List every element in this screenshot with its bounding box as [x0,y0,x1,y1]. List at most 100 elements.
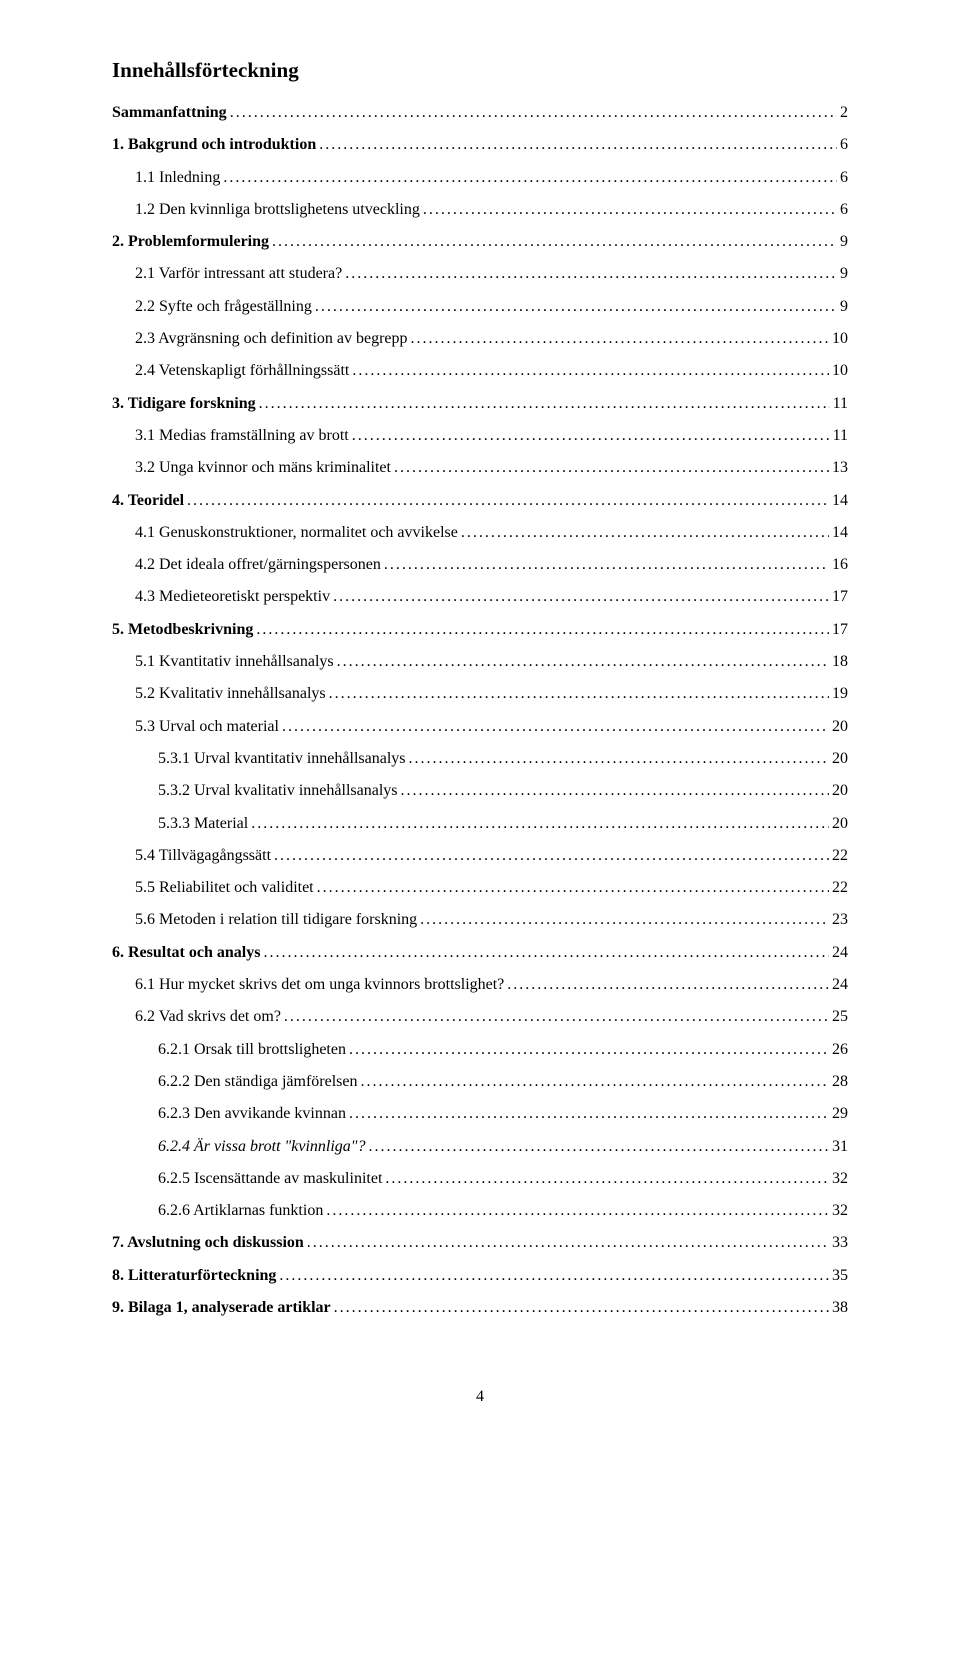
toc-row: 4.1 Genuskonstruktioner, normalitet och … [112,525,848,541]
toc-entry-page: 6 [840,170,848,186]
toc-entry-page: 14 [832,525,848,541]
toc-entry-page: 17 [832,589,848,605]
toc-leader-dots [352,363,829,379]
toc-row: 3.1 Medias framställning av brott 11 [112,428,848,444]
toc-entry-label: 4.2 Det ideala offret/gärningspersonen [135,557,381,573]
toc-row: 8. Litteraturförteckning 35 [112,1268,848,1284]
toc-entry-label: 2. Problemformulering [112,234,269,250]
toc-entry-page: 22 [832,880,848,896]
toc-entry-label: 4.1 Genuskonstruktioner, normalitet och … [135,525,458,541]
toc-row: 2.4 Vetenskapligt förhållningssätt 10 [112,363,848,379]
toc-entry-label: 5.6 Metoden i relation till tidigare for… [135,912,417,928]
toc-row: 5.3 Urval och material 20 [112,719,848,735]
toc-row: 2. Problemformulering 9 [112,234,848,250]
toc-entry-page: 20 [832,719,848,735]
toc-leader-dots [319,137,837,153]
toc-entry-page: 20 [832,816,848,832]
toc-row: 5.5 Reliabilitet och validitet 22 [112,880,848,896]
toc-entry-label: 5.3.2 Urval kvalitativ innehållsanalys [158,783,398,799]
toc-leader-dots [259,396,830,412]
toc-entry-page: 28 [832,1074,848,1090]
toc-entry-page: 16 [832,557,848,573]
toc-entry-page: 10 [832,363,848,379]
toc-entry-page: 20 [832,751,848,767]
toc-entry-label: 3.1 Medias framställning av brott [135,428,349,444]
toc-leader-dots [369,1139,830,1155]
toc-entry-label: 8. Litteraturförteckning [112,1268,276,1284]
toc-entry-label: 5.3.1 Urval kvantitativ innehållsanalys [158,751,406,767]
toc-leader-dots [282,719,829,735]
toc-row: 6.2.4 Är vissa brott "kvinnliga"? 31 [112,1139,848,1155]
toc-entry-label: 1. Bakgrund och introduktion [112,137,316,153]
toc-entry-page: 19 [832,686,848,702]
toc-entry-page: 38 [832,1300,848,1316]
toc-row: 6.2.3 Den avvikande kvinnan 29 [112,1106,848,1122]
toc-entry-page: 17 [832,622,848,638]
toc-leader-dots [345,266,837,282]
toc-entry-label: 1.2 Den kvinnliga brottslighetens utveck… [135,202,420,218]
toc-entry-label: 5.1 Kvantitativ innehållsanalys [135,654,334,670]
toc-row: 3.2 Unga kvinnor och mäns kriminalitet 1… [112,460,848,476]
toc-leader-dots [349,1042,829,1058]
toc-leader-dots [420,912,829,928]
toc-entry-page: 24 [832,945,848,961]
toc-entry-label: 3. Tidigare forskning [112,396,256,412]
toc-leader-dots [223,170,837,186]
toc-row: 4.3 Medieteoretiskt perspektiv 17 [112,589,848,605]
toc-leader-dots [352,428,830,444]
toc-entry-page: 23 [832,912,848,928]
toc-entry-label: 5.3 Urval och material [135,719,279,735]
toc-entry-label: 6.2.2 Den ständiga jämförelsen [158,1074,358,1090]
toc-row: 5.4 Tillvägagångssätt 22 [112,848,848,864]
toc-entry-label: 6.2.1 Orsak till brottsligheten [158,1042,346,1058]
toc-row: 1.2 Den kvinnliga brottslighetens utveck… [112,202,848,218]
toc-row: 6.2.5 Iscensättande av maskulinitet 32 [112,1171,848,1187]
toc-entry-page: 20 [832,783,848,799]
toc-entry-page: 11 [833,396,848,412]
toc-leader-dots [279,1268,829,1284]
toc-row: 2.1 Varför intressant att studera? 9 [112,266,848,282]
toc-entry-label: 6.1 Hur mycket skrivs det om unga kvinno… [135,977,504,993]
toc-leader-dots [334,1300,829,1316]
toc-list: Sammanfattning 2 1. Bakgrund och introduk… [112,105,848,1316]
toc-leader-dots [251,816,829,832]
toc-row: 5.3.3 Material 20 [112,816,848,832]
toc-leader-dots [401,783,830,799]
toc-leader-dots [317,880,829,896]
toc-leader-dots [337,654,829,670]
toc-entry-page: 26 [832,1042,848,1058]
toc-leader-dots [274,848,829,864]
toc-entry-page: 32 [832,1171,848,1187]
toc-entry-page: 35 [832,1268,848,1284]
toc-entry-page: 9 [840,266,848,282]
toc-entry-page: 10 [832,331,848,347]
toc-row: 1.1 Inledning 6 [112,170,848,186]
toc-leader-dots [315,299,837,315]
toc-leader-dots [272,234,837,250]
toc-entry-page: 14 [832,493,848,509]
toc-entry-label: 4. Teoridel [112,493,184,509]
toc-entry-label: 2.3 Avgränsning och definition av begrep… [135,331,408,347]
toc-entry-label: 6.2.4 Är vissa brott "kvinnliga"? [158,1139,366,1155]
toc-leader-dots [329,686,829,702]
toc-entry-page: 24 [832,977,848,993]
toc-entry-label: 5.4 Tillvägagångssätt [135,848,271,864]
toc-leader-dots [409,751,830,767]
toc-entry-label: 2.4 Vetenskapligt förhållningssätt [135,363,349,379]
toc-leader-dots [461,525,829,541]
toc-row: 6.2.2 Den ständiga jämförelsen 28 [112,1074,848,1090]
toc-row: 9. Bilaga 1, analyserade artiklar 38 [112,1300,848,1316]
toc-leader-dots [384,557,829,573]
toc-row: 5.2 Kvalitativ innehållsanalys 19 [112,686,848,702]
toc-row: 6.2 Vad skrivs det om? 25 [112,1009,848,1025]
toc-entry-label: 5. Metodbeskrivning [112,622,253,638]
toc-entry-label: 9. Bilaga 1, analyserade artiklar [112,1300,331,1316]
toc-row: 5.6 Metoden i relation till tidigare for… [112,912,848,928]
toc-row: Sammanfattning 2 [112,105,848,121]
toc-entry-label: 3.2 Unga kvinnor och mäns kriminalitet [135,460,391,476]
toc-entry-page: 25 [832,1009,848,1025]
toc-row: 7. Avslutning och diskussion 33 [112,1235,848,1251]
toc-leader-dots [411,331,829,347]
toc-row: 2.3 Avgränsning och definition av begrep… [112,331,848,347]
toc-entry-page: 32 [832,1203,848,1219]
